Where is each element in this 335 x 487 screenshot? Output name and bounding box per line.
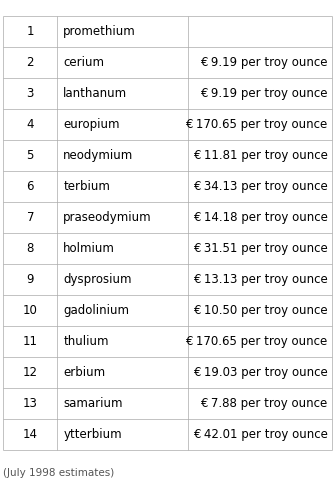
Text: lanthanum: lanthanum [63, 87, 127, 100]
Text: thulium: thulium [63, 335, 109, 348]
Text: 14: 14 [23, 429, 38, 441]
Text: 11: 11 [23, 335, 38, 348]
Text: € 31.51 per troy ounce: € 31.51 per troy ounce [194, 242, 328, 255]
Text: € 170.65 per troy ounce: € 170.65 per troy ounce [186, 335, 328, 348]
Text: € 9.19 per troy ounce: € 9.19 per troy ounce [201, 56, 328, 69]
Text: € 19.03 per troy ounce: € 19.03 per troy ounce [194, 366, 328, 379]
Text: neodymium: neodymium [63, 149, 133, 162]
Text: (July 1998 estimates): (July 1998 estimates) [3, 468, 115, 478]
Text: praseodymium: praseodymium [63, 211, 152, 224]
Text: € 7.88 per troy ounce: € 7.88 per troy ounce [201, 397, 328, 411]
Text: ytterbium: ytterbium [63, 429, 122, 441]
Text: dysprosium: dysprosium [63, 273, 132, 286]
Text: 9: 9 [26, 273, 34, 286]
Text: terbium: terbium [63, 180, 110, 193]
Text: 10: 10 [23, 304, 38, 317]
Text: € 9.19 per troy ounce: € 9.19 per troy ounce [201, 87, 328, 100]
Text: 1: 1 [26, 25, 34, 37]
Text: 12: 12 [23, 366, 38, 379]
Text: samarium: samarium [63, 397, 123, 411]
Text: erbium: erbium [63, 366, 105, 379]
Text: 8: 8 [26, 242, 34, 255]
Text: € 11.81 per troy ounce: € 11.81 per troy ounce [194, 149, 328, 162]
Text: gadolinium: gadolinium [63, 304, 129, 317]
Text: cerium: cerium [63, 56, 104, 69]
Text: 7: 7 [26, 211, 34, 224]
Text: € 34.13 per troy ounce: € 34.13 per troy ounce [194, 180, 328, 193]
Text: europium: europium [63, 118, 120, 131]
Text: € 10.50 per troy ounce: € 10.50 per troy ounce [194, 304, 328, 317]
Text: 2: 2 [26, 56, 34, 69]
Text: € 170.65 per troy ounce: € 170.65 per troy ounce [186, 118, 328, 131]
Text: 4: 4 [26, 118, 34, 131]
Text: 6: 6 [26, 180, 34, 193]
Text: € 14.18 per troy ounce: € 14.18 per troy ounce [194, 211, 328, 224]
Text: promethium: promethium [63, 25, 136, 37]
Text: € 42.01 per troy ounce: € 42.01 per troy ounce [194, 429, 328, 441]
Text: 13: 13 [23, 397, 38, 411]
Text: holmium: holmium [63, 242, 115, 255]
Text: 3: 3 [26, 87, 34, 100]
Text: € 13.13 per troy ounce: € 13.13 per troy ounce [194, 273, 328, 286]
Text: 5: 5 [26, 149, 34, 162]
